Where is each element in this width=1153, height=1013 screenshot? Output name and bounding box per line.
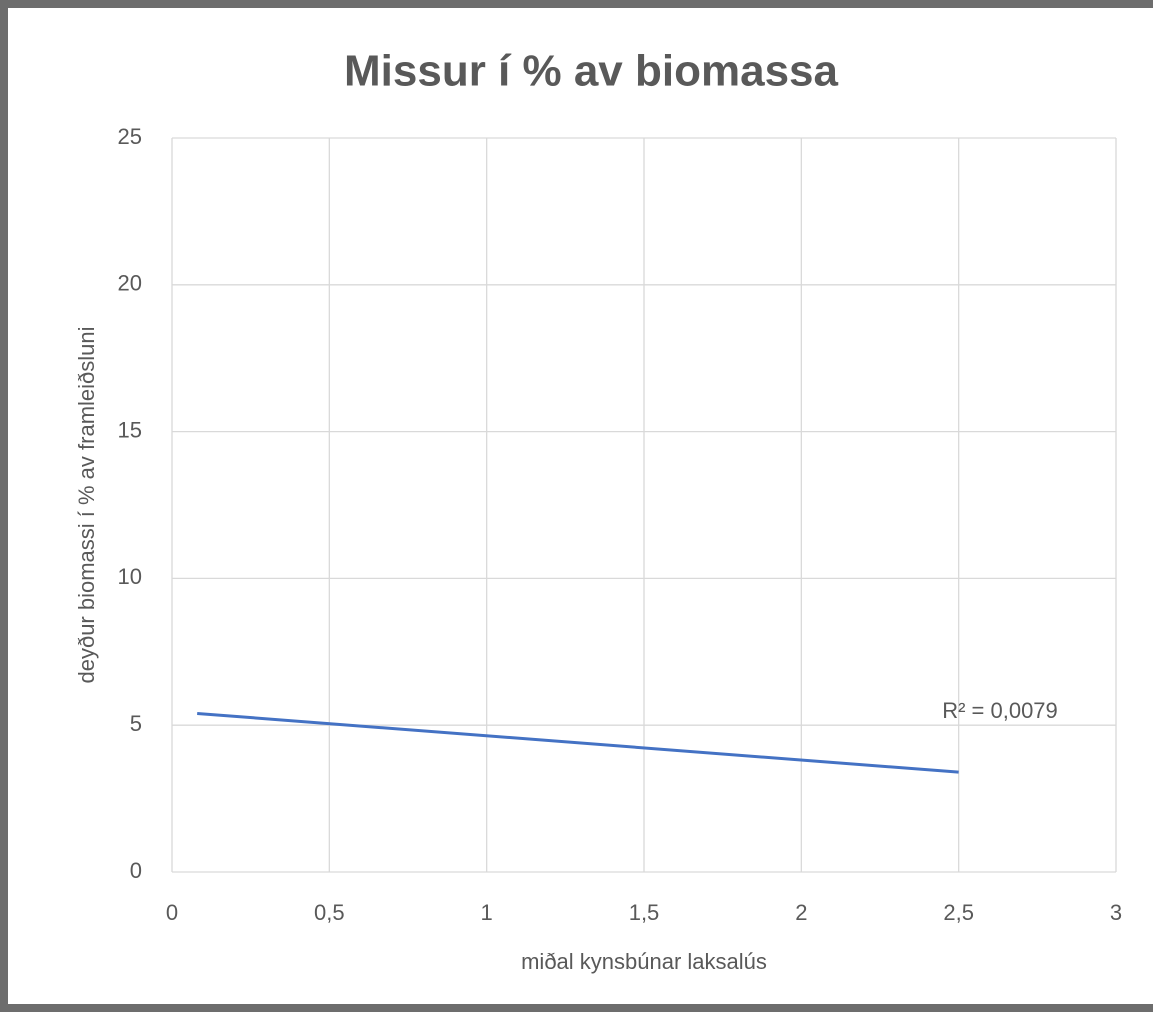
x-tick-label: 0,5 xyxy=(314,900,345,925)
trend-line xyxy=(197,711,959,774)
x-tick-label: 2 xyxy=(795,900,807,925)
x-tick-label: 3 xyxy=(1110,900,1122,925)
chart-title: Missur í % av biomassa xyxy=(344,47,839,96)
x-tick-label: 2,5 xyxy=(943,900,974,925)
x-tick-label: 1,5 xyxy=(629,900,660,925)
annotation: R² = 0,0079 xyxy=(942,698,1058,723)
x-tick-label: 1 xyxy=(481,900,493,925)
y-tick-label: 0 xyxy=(130,858,142,883)
y-tick-label: 25 xyxy=(118,124,142,149)
y-tick-label: 15 xyxy=(118,417,142,442)
y-tick-label: 20 xyxy=(118,271,142,296)
y-tick-label: 5 xyxy=(130,711,142,736)
y-axis-label: deyður biomassi í % av framleiðsluni xyxy=(74,326,99,683)
x-axis-label: miðal kynsbúnar laksalús xyxy=(521,949,767,974)
x-tick-label: 0 xyxy=(166,900,178,925)
y-tick-label: 10 xyxy=(118,564,142,589)
